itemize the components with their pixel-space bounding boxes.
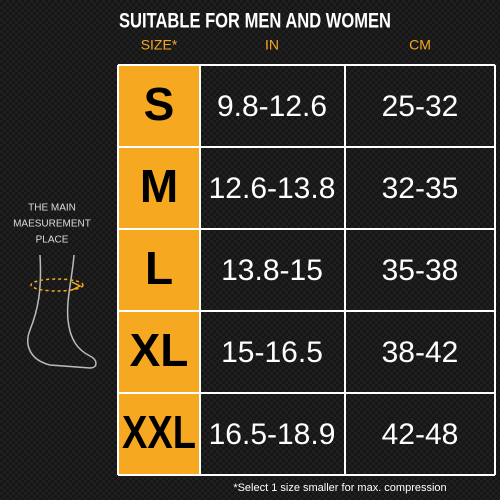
size-value: 9.8-12.6 bbox=[217, 90, 327, 123]
leg-illustration bbox=[27, 254, 97, 369]
size-label: XL bbox=[130, 324, 189, 376]
measurement-note: MAESUREMENT bbox=[13, 219, 91, 230]
size-value: 38-42 bbox=[382, 336, 459, 369]
column-header: CM bbox=[409, 37, 431, 53]
column-header: IN bbox=[265, 37, 279, 53]
size-value: 42-48 bbox=[382, 418, 459, 451]
size-value: 16.5-18.9 bbox=[209, 418, 336, 451]
size-label: XXL bbox=[122, 406, 196, 458]
column-header: SIZE* bbox=[141, 37, 178, 53]
title: SUITABLE FOR MEN AND WOMEN bbox=[119, 10, 391, 33]
size-value: 15-16.5 bbox=[221, 336, 323, 369]
size-label: S bbox=[144, 78, 175, 130]
measurement-note: PLACE bbox=[36, 235, 69, 246]
size-value: 25-32 bbox=[382, 90, 459, 123]
size-label: L bbox=[145, 242, 173, 294]
size-value: 12.6-13.8 bbox=[209, 172, 336, 205]
size-value: 32-35 bbox=[382, 172, 459, 205]
size-label: M bbox=[140, 160, 178, 212]
size-value: 13.8-15 bbox=[221, 254, 323, 287]
size-value: 35-38 bbox=[382, 254, 459, 287]
footnote: *Select 1 size smaller for max. compress… bbox=[233, 482, 446, 494]
size-column bbox=[118, 65, 200, 475]
measurement-note: THE MAIN bbox=[28, 203, 76, 214]
